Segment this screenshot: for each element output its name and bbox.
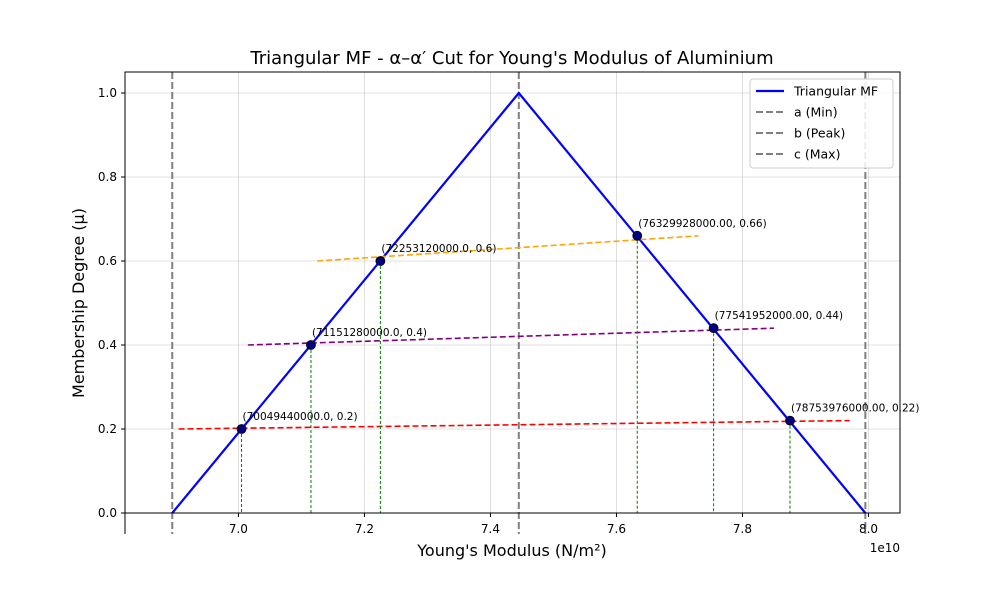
axes: 7.0 7.2 7.4 7.6 7.8 8.0 0.0 0.2 0.4 0.6 0.8 1.0 — [98, 71, 901, 536]
cut-point-label-2: (72253120000.0, 0.6) — [381, 243, 496, 255]
y-tick-label: 1.0 — [98, 86, 117, 100]
x-tick-label: 7.4 — [481, 522, 500, 536]
y-axis-label: Membership Degree (μ) — [69, 208, 88, 398]
y-tick-label: 0.4 — [98, 338, 117, 352]
cut-point-5 — [785, 415, 795, 426]
legend-label-3: c (Max) — [794, 147, 840, 162]
x-axis-label: Young's Modulus (N/m²) — [416, 541, 606, 560]
chart-title: Triangular MF - α–α′ Cut for Young's Mod… — [249, 48, 773, 69]
cut-point-1 — [306, 340, 316, 350]
triangular-mf-line — [171, 91, 867, 514]
cut-line-1 — [247, 327, 775, 346]
cut-point-label-0: (70049440000.0, 0.2) — [243, 411, 358, 423]
cut-point-4 — [708, 323, 719, 334]
cut-point-label-1: (71151280000.0, 0.4) — [312, 327, 427, 339]
x-tick-label: 7.6 — [607, 522, 626, 536]
cut-line-0 — [178, 419, 850, 430]
x-tick-label: 8.0 — [859, 522, 878, 536]
y-tick-label: 0.6 — [98, 254, 117, 268]
legend-label-1: a (Min) — [794, 105, 838, 120]
x-tick-label: 7.0 — [229, 522, 248, 536]
legend: Triangular MF a (Min) b (Peak) c (Max) — [749, 78, 894, 169]
series: (70049440000.0, 0.2) (71151280000.0, 0.4)… — [171, 91, 919, 514]
x-tick-label: 7.2 — [355, 522, 374, 536]
plot-frame — [124, 71, 901, 514]
x-tick-label: 7.8 — [733, 522, 752, 536]
y-tick-label: 0.8 — [98, 170, 117, 184]
cut-point-0 — [236, 424, 247, 434]
x-axis-offset-label: 1e10 — [870, 541, 900, 555]
legend-label-2: b (Peak) — [794, 126, 845, 141]
y-tick-label: 0.0 — [98, 506, 117, 520]
legend-label-0: Triangular MF — [793, 84, 878, 99]
cut-point-label-3: (76329928000.00, 0.66) — [638, 218, 766, 230]
cut-point-label-5: (78753976000.00, 0.22) — [791, 403, 919, 415]
cut-point-label-4: (77541952000.00, 0.44) — [715, 310, 843, 322]
legend-box — [749, 78, 894, 169]
cut-point-2 — [375, 256, 386, 266]
cut-point-3 — [632, 230, 643, 241]
y-tick-label: 0.2 — [98, 422, 117, 436]
